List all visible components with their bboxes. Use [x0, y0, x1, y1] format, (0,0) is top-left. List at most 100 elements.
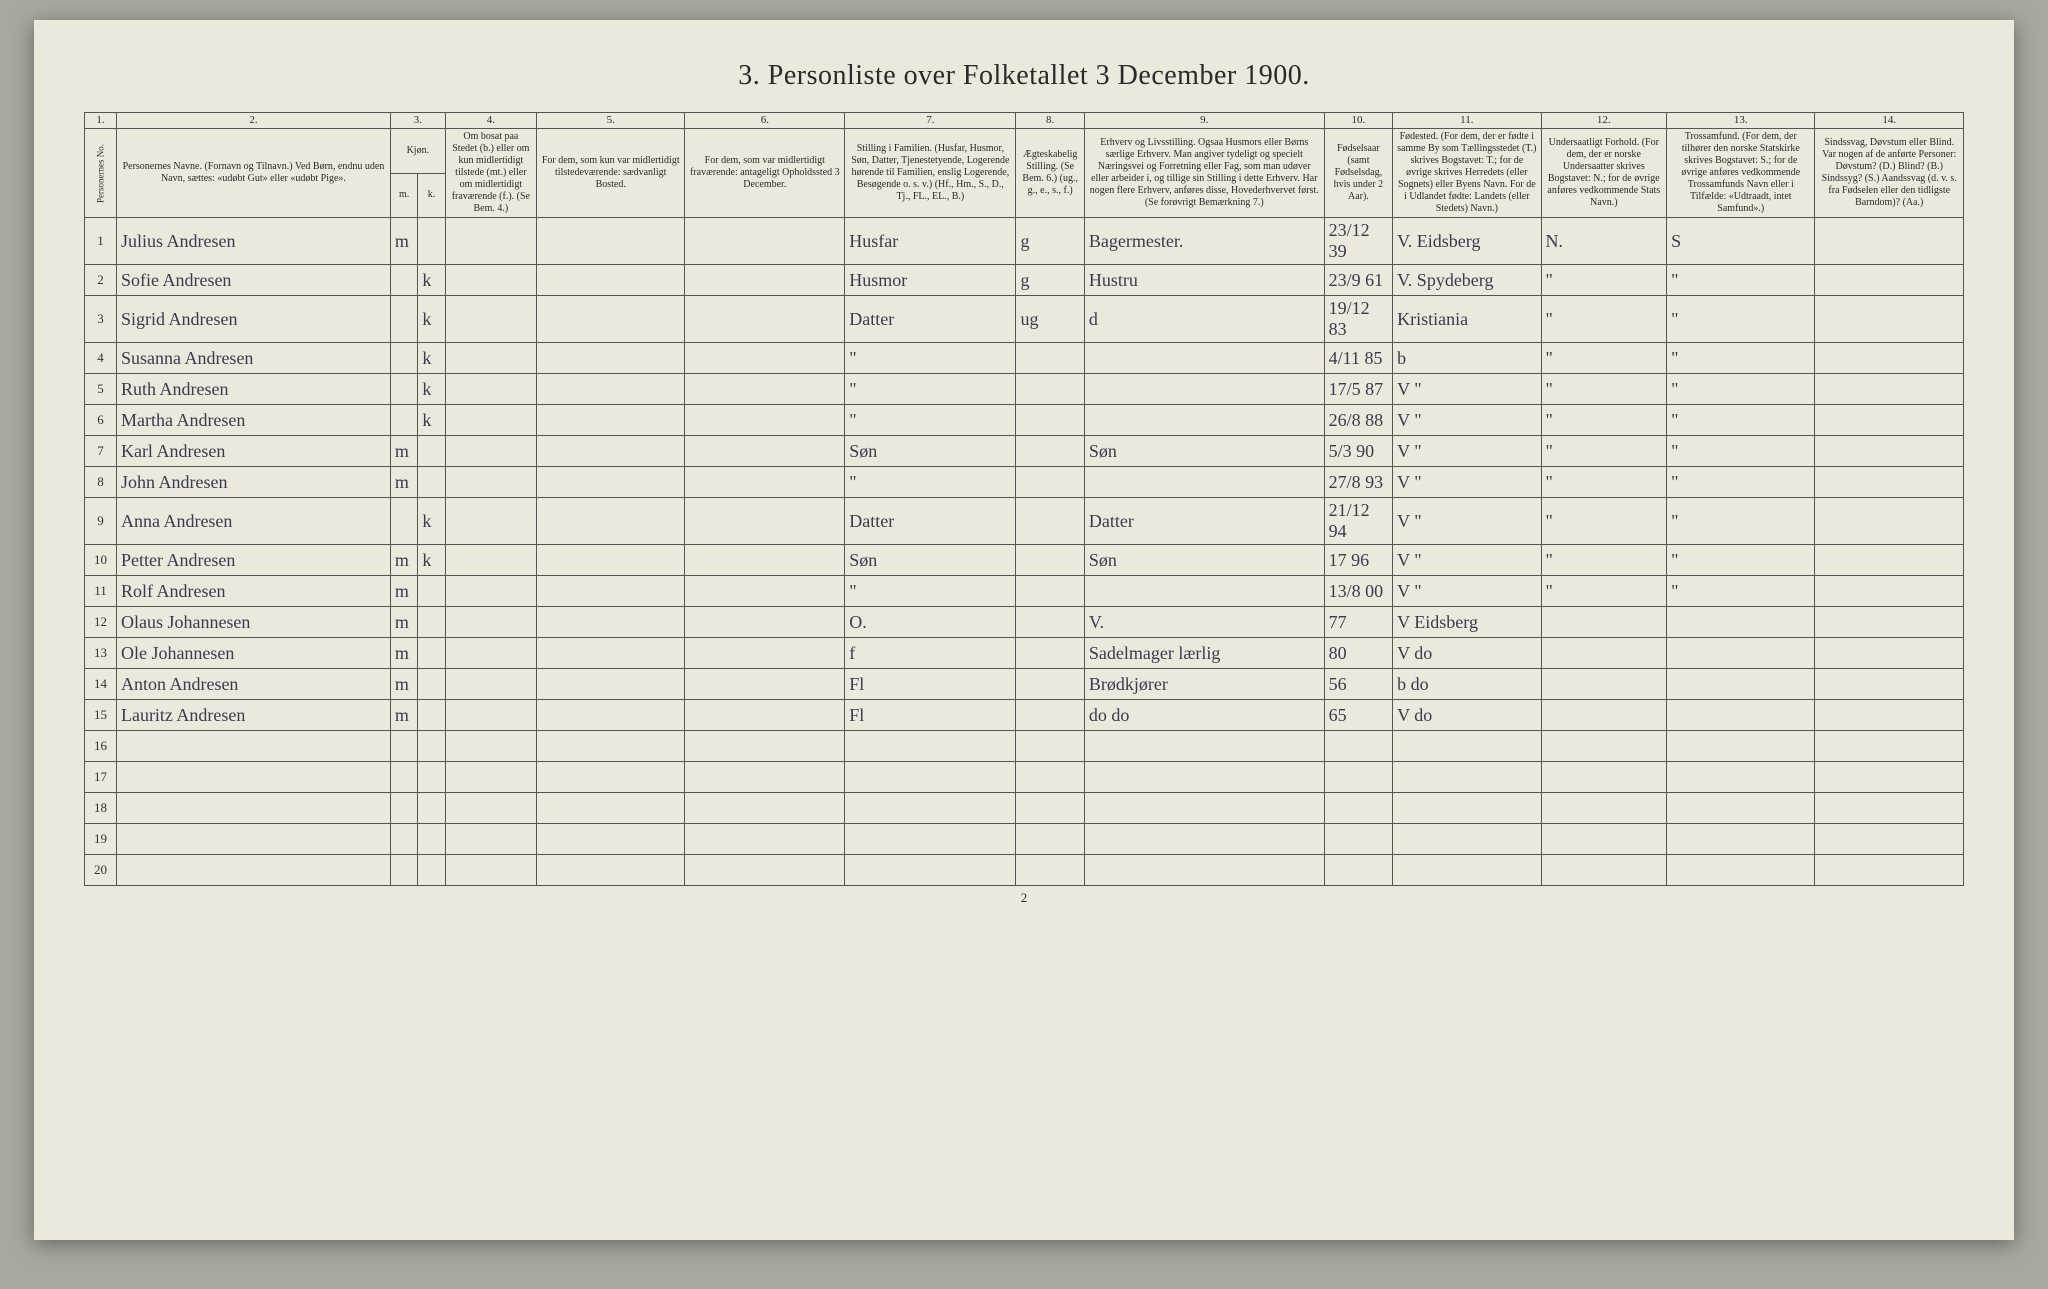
- cell-marital: [1016, 607, 1084, 638]
- cell-nationality: ": [1541, 576, 1667, 607]
- cell-temp-present: [537, 374, 685, 405]
- cell-sex-k: [418, 638, 445, 669]
- cell-residence: [445, 731, 536, 762]
- cell-temp-present: [537, 265, 685, 296]
- page-title: 3. Personliste over Folketallet 3 Decemb…: [84, 60, 1964, 92]
- cell-religion: ": [1667, 545, 1815, 576]
- row-number: 9: [85, 498, 117, 545]
- cell-birthyear: 65: [1324, 700, 1392, 731]
- cell-birthyear: 5/3 90: [1324, 436, 1392, 467]
- cell-sex-k: [418, 731, 445, 762]
- cell-marital: [1016, 793, 1084, 824]
- cell-religion: [1667, 731, 1815, 762]
- header-residence: Om bosat paa Stedet (b.) eller om kun mi…: [445, 129, 536, 218]
- cell-temp-present: [537, 855, 685, 886]
- row-number: 19: [85, 824, 117, 855]
- table-row: 14Anton AndresenmFlBrødkjører56b do: [85, 669, 1964, 700]
- cell-family-position: Søn: [845, 545, 1016, 576]
- cell-name: Ruth Andresen: [116, 374, 390, 405]
- cell-occupation: [1084, 374, 1324, 405]
- cell-sex-k: k: [418, 405, 445, 436]
- cell-temp-absent: [685, 436, 845, 467]
- cell-sex-m: [390, 793, 417, 824]
- cell-birthplace: Kristiania: [1393, 296, 1541, 343]
- cell-sex-k: k: [418, 545, 445, 576]
- cell-temp-present: [537, 762, 685, 793]
- cell-name: Sigrid Andresen: [116, 296, 390, 343]
- colnum-13: 13.: [1667, 113, 1815, 129]
- colnum-9: 9.: [1084, 113, 1324, 129]
- colnum-7: 7.: [845, 113, 1016, 129]
- cell-sex-m: [390, 498, 417, 545]
- cell-residence: [445, 498, 536, 545]
- cell-marital: [1016, 545, 1084, 576]
- cell-temp-present: [537, 467, 685, 498]
- colnum-5: 5.: [537, 113, 685, 129]
- row-number: 10: [85, 545, 117, 576]
- cell-birthyear: [1324, 824, 1392, 855]
- row-number: 13: [85, 638, 117, 669]
- cell-religion: [1667, 855, 1815, 886]
- cell-birthyear: [1324, 762, 1392, 793]
- cell-family-position: ": [845, 343, 1016, 374]
- cell-temp-absent: [685, 545, 845, 576]
- cell-birthplace: [1393, 793, 1541, 824]
- cell-sex-k: [418, 467, 445, 498]
- cell-temp-present: [537, 343, 685, 374]
- cell-birthplace: V Eidsberg: [1393, 607, 1541, 638]
- cell-sex-k: [418, 436, 445, 467]
- census-table: 1. 2. 3. 4. 5. 6. 7. 8. 9. 10. 11. 12. 1…: [84, 112, 1964, 886]
- cell-family-position: ": [845, 405, 1016, 436]
- cell-residence: [445, 467, 536, 498]
- cell-name: Anton Andresen: [116, 669, 390, 700]
- colnum-8: 8.: [1016, 113, 1084, 129]
- cell-occupation: Søn: [1084, 545, 1324, 576]
- cell-sex-m: m: [390, 700, 417, 731]
- cell-sex-m: [390, 405, 417, 436]
- row-number: 1: [85, 218, 117, 265]
- cell-nationality: [1541, 824, 1667, 855]
- cell-nationality: ": [1541, 374, 1667, 405]
- cell-residence: [445, 576, 536, 607]
- census-page: 3. Personliste over Folketallet 3 Decemb…: [34, 20, 2014, 1240]
- table-row: 9Anna AndresenkDatterDatter21/12 94V """: [85, 498, 1964, 545]
- cell-residence: [445, 265, 536, 296]
- cell-name: Karl Andresen: [116, 436, 390, 467]
- cell-temp-absent: [685, 343, 845, 374]
- cell-temp-absent: [685, 218, 845, 265]
- cell-birthplace: [1393, 762, 1541, 793]
- cell-birthyear: 80: [1324, 638, 1392, 669]
- cell-nationality: ": [1541, 405, 1667, 436]
- colnum-6: 6.: [685, 113, 845, 129]
- cell-birthyear: 17/5 87: [1324, 374, 1392, 405]
- cell-residence: [445, 436, 536, 467]
- cell-sex-m: m: [390, 436, 417, 467]
- cell-disability: [1815, 700, 1964, 731]
- cell-nationality: [1541, 855, 1667, 886]
- cell-birthyear: 26/8 88: [1324, 405, 1392, 436]
- cell-sex-k: [418, 576, 445, 607]
- cell-disability: [1815, 762, 1964, 793]
- cell-family-position: Husmor: [845, 265, 1016, 296]
- header-nationality: Undersaatligt Forhold. (For dem, der er …: [1541, 129, 1667, 218]
- cell-temp-absent: [685, 265, 845, 296]
- cell-nationality: N.: [1541, 218, 1667, 265]
- cell-sex-k: k: [418, 343, 445, 374]
- header-family-position: Stilling i Familien. (Husfar, Husmor, Sø…: [845, 129, 1016, 218]
- cell-temp-absent: [685, 405, 845, 436]
- cell-temp-absent: [685, 296, 845, 343]
- cell-birthplace: V. Spydeberg: [1393, 265, 1541, 296]
- row-number: 7: [85, 436, 117, 467]
- cell-sex-k: [418, 855, 445, 886]
- cell-name: Susanna Andresen: [116, 343, 390, 374]
- cell-disability: [1815, 545, 1964, 576]
- header-temp-present: For dem, som kun var midlertidigt tilste…: [537, 129, 685, 218]
- cell-birthyear: 19/12 83: [1324, 296, 1392, 343]
- cell-marital: [1016, 343, 1084, 374]
- cell-sex-k: k: [418, 374, 445, 405]
- cell-temp-absent: [685, 855, 845, 886]
- table-row: 13Ole JohannesenmfSadelmager lærlig80V d…: [85, 638, 1964, 669]
- cell-marital: [1016, 669, 1084, 700]
- cell-occupation: Bagermester.: [1084, 218, 1324, 265]
- cell-temp-absent: [685, 498, 845, 545]
